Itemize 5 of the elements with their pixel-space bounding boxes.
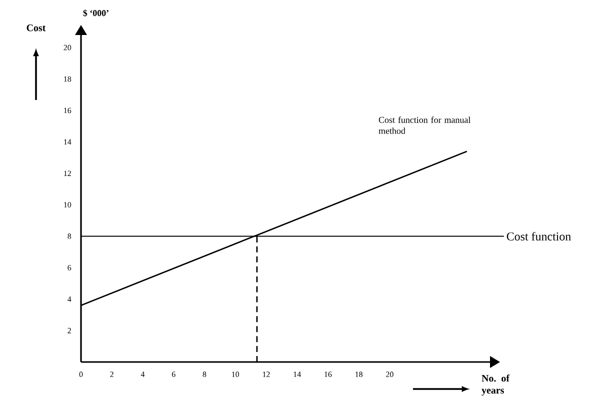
annotation: Cost function for manual method	[378, 116, 470, 134]
text: $ ‘000’	[83, 10, 108, 17]
y-axis-title: Cost	[26, 24, 46, 32]
x-axis-title: No. of years	[482, 374, 510, 396]
ref-line-label: Cost function	[506, 232, 571, 240]
